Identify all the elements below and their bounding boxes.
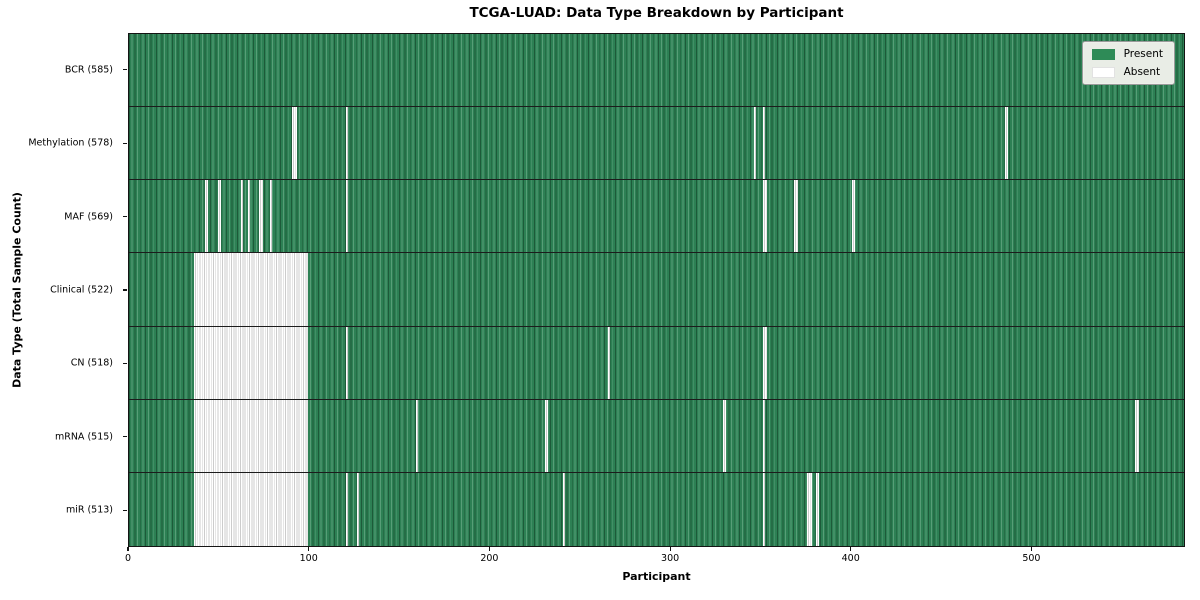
y-axis-tick-labels: BCR (585) Methylation (578) MAF (569) Clini… [0, 33, 123, 547]
y-tick-mark [123, 362, 127, 364]
x-tick-label-200: 200 [480, 553, 499, 564]
absent-stripe [345, 472, 348, 546]
x-tick-label-0: 0 [124, 553, 132, 564]
absent-stripe [345, 107, 348, 180]
absent-stripe [754, 107, 757, 180]
absent-stripe [806, 472, 812, 546]
absent-stripe [345, 326, 348, 399]
absent-stripe [544, 399, 549, 472]
y-tick-label-mrna: mRNA (515) [54, 431, 113, 443]
absent-stripe [763, 399, 766, 472]
x-axis-label: Participant [622, 570, 691, 583]
legend-entry-absent: Absent [1091, 66, 1163, 78]
present-swatch-icon [1091, 48, 1115, 60]
x-tick-mark [488, 547, 490, 551]
absent-stripe [815, 472, 820, 546]
absent-stripe [241, 180, 244, 253]
chart-title: TCGA-LUAD: Data Type Breakdown by Partic… [469, 5, 844, 21]
presence-row-bcr [129, 34, 1184, 108]
x-axis-ticks: 0 100 200 300 400 500 [124, 547, 1185, 569]
absent-stripe [345, 180, 348, 253]
absent-stripe [723, 399, 726, 472]
y-tick-mark [123, 216, 127, 218]
absent-stripe [763, 107, 766, 180]
y-tick-mark [123, 69, 127, 71]
presence-row-methylation [129, 107, 1184, 181]
y-tick-label-clinical: Clinical (522) [50, 284, 113, 296]
absent-stripe [851, 180, 856, 253]
absent-stripe [607, 326, 610, 399]
legend: Present Absent [1081, 41, 1175, 85]
x-tick-label-500: 500 [1022, 553, 1041, 564]
y-tick-label-mir: miR (513) [65, 504, 113, 516]
absent-stripe [204, 180, 209, 253]
y-tick-mark [123, 436, 127, 438]
absent-stripe [416, 399, 419, 472]
x-tick-mark [1030, 547, 1032, 551]
absent-stripe [217, 180, 222, 253]
absent-stripe [194, 253, 308, 326]
absent-stripe [1135, 399, 1140, 472]
absent-stripe [259, 180, 263, 253]
y-tick-label-cn: CN (518) [70, 357, 113, 369]
y-tick-label-maf: MAF (569) [64, 211, 113, 223]
absent-stripe [291, 107, 298, 180]
x-tick-mark [850, 547, 852, 551]
y-tick-mark [123, 509, 127, 511]
absent-stripe [562, 472, 565, 546]
absent-stripe [763, 472, 766, 546]
legend-absent-label: Absent [1123, 66, 1161, 78]
absent-stripe [194, 399, 308, 472]
plot-rows [129, 34, 1184, 546]
absent-stripe [763, 180, 767, 253]
absent-stripe [194, 326, 308, 399]
absent-swatch-icon [1091, 66, 1115, 78]
legend-entry-present: Present [1091, 48, 1163, 60]
x-tick-mark [308, 547, 310, 551]
absent-stripe [1005, 107, 1008, 180]
x-tick-label-400: 400 [841, 553, 860, 564]
absent-stripe [248, 180, 251, 253]
plot-area: Present Absent [128, 33, 1185, 547]
presence-row-cn [129, 326, 1184, 400]
absent-stripe [194, 472, 308, 546]
y-tick-label-methylation: Methylation (578) [28, 137, 113, 149]
presence-row-mrna [129, 399, 1184, 473]
presence-row-mir [129, 472, 1184, 546]
x-tick-mark [669, 547, 671, 551]
presence-row-maf [129, 180, 1184, 254]
x-tick-label-100: 100 [299, 553, 318, 564]
presence-row-clinical [129, 253, 1184, 327]
absent-stripe [356, 472, 359, 546]
x-tick-mark [127, 547, 129, 551]
y-tick-mark [123, 289, 127, 291]
absent-stripe [793, 180, 798, 253]
y-tick-label-bcr: BCR (585) [64, 64, 113, 76]
legend-present-label: Present [1123, 48, 1163, 60]
x-tick-label-300: 300 [661, 553, 680, 564]
y-tick-mark [123, 142, 127, 144]
absent-stripe [763, 326, 767, 399]
absent-stripe [269, 180, 273, 253]
